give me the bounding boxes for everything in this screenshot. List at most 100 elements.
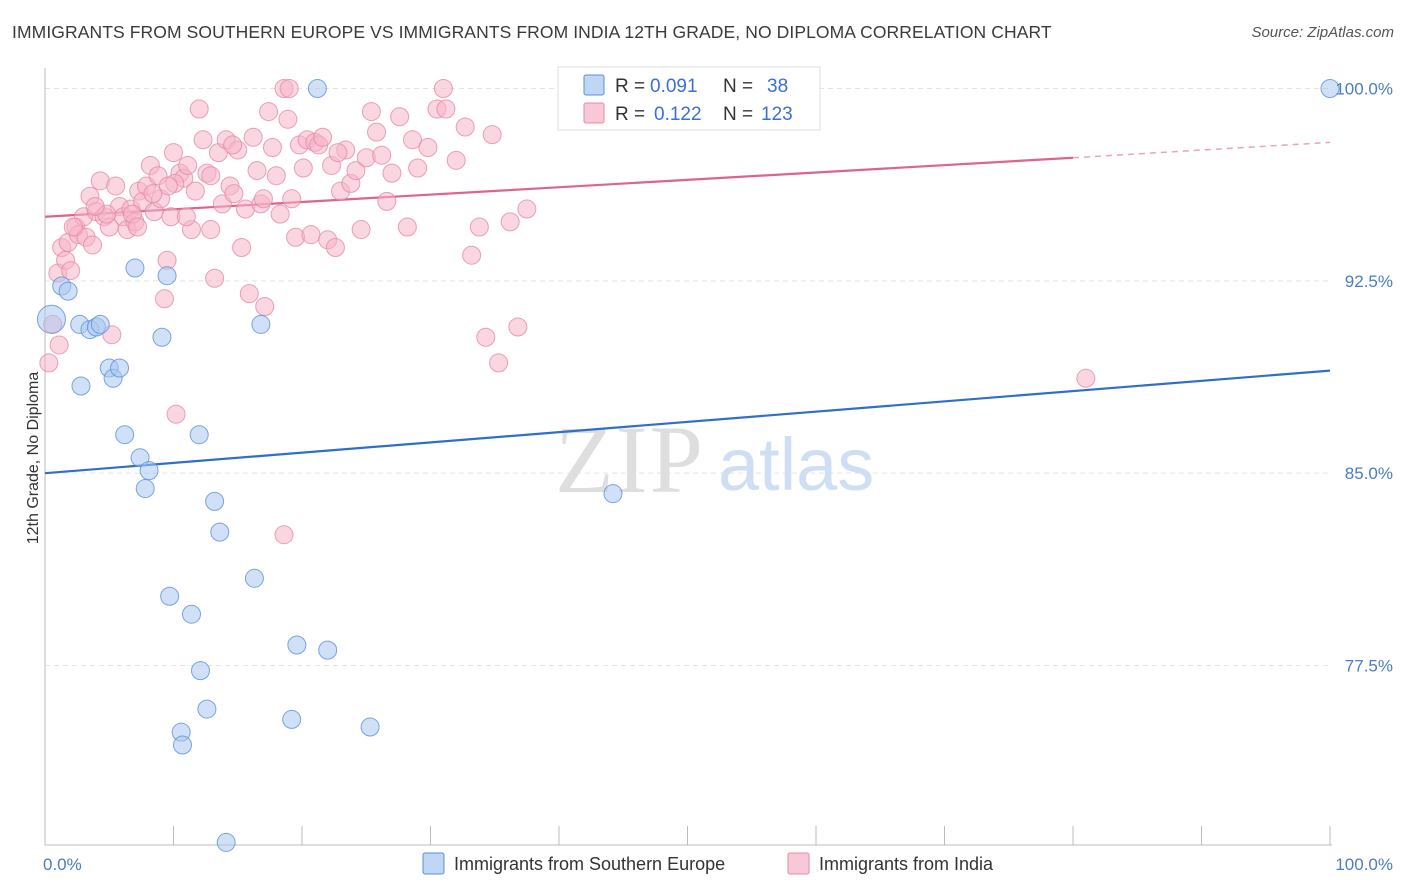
point-india-43 bbox=[193, 130, 213, 150]
legend-n-label-0: N = bbox=[723, 76, 753, 97]
point-india-99 bbox=[476, 327, 496, 347]
point-india-90 bbox=[403, 130, 423, 150]
point-southern-europe-14 bbox=[139, 461, 159, 481]
point-southern-europe-17 bbox=[157, 266, 177, 286]
watermark-zip: ZIP bbox=[555, 406, 705, 513]
gridlines bbox=[45, 88, 1330, 666]
legend-r-label-0: R = bbox=[615, 76, 645, 97]
points-southern-europe bbox=[36, 79, 1340, 852]
point-india-55 bbox=[239, 284, 259, 304]
point-india-102 bbox=[500, 212, 520, 232]
point-southern-europe-36 bbox=[1320, 79, 1340, 99]
point-india-120 bbox=[128, 217, 148, 237]
point-india-97 bbox=[462, 245, 482, 265]
tick-labels: 77.5% 85.0% 92.5% 100.0% 0.0% 100.0% bbox=[43, 80, 1393, 874]
point-india-101 bbox=[489, 353, 509, 373]
point-india-92 bbox=[418, 137, 438, 157]
top-legend: R = 0.091 N = 38 R = 0.122 N = 123 bbox=[557, 66, 821, 131]
point-southern-europe-0 bbox=[36, 304, 66, 334]
point-india-19 bbox=[106, 176, 126, 196]
point-india-13 bbox=[83, 235, 103, 255]
point-southern-europe-31 bbox=[287, 635, 307, 655]
points-india bbox=[39, 79, 1096, 545]
point-southern-europe-19 bbox=[205, 491, 225, 511]
y-tick-label-1: 85.0% bbox=[1345, 464, 1393, 483]
point-southern-europe-22 bbox=[181, 604, 201, 624]
point-southern-europe-29 bbox=[251, 314, 271, 334]
point-southern-europe-28 bbox=[244, 568, 264, 588]
point-india-39 bbox=[178, 155, 198, 175]
point-india-122 bbox=[85, 196, 105, 216]
point-india-53 bbox=[232, 238, 252, 258]
legend-r-label-1: R = bbox=[615, 104, 645, 125]
point-india-71 bbox=[301, 225, 321, 245]
point-india-56 bbox=[243, 127, 263, 147]
point-india-35 bbox=[164, 143, 183, 163]
trendline-southern-europe bbox=[44, 369, 1331, 475]
point-india-45 bbox=[201, 220, 221, 240]
point-india-94 bbox=[436, 99, 456, 119]
point-india-107 bbox=[201, 166, 221, 186]
point-southern-europe-13 bbox=[135, 479, 155, 499]
point-india-81 bbox=[346, 161, 366, 181]
watermark-atlas: atlas bbox=[718, 423, 874, 506]
point-india-0 bbox=[39, 353, 59, 373]
point-india-104 bbox=[517, 199, 537, 219]
point-southern-europe-33 bbox=[318, 640, 338, 660]
point-india-61 bbox=[262, 137, 282, 157]
point-india-36 bbox=[166, 404, 186, 424]
point-india-109 bbox=[63, 217, 83, 237]
point-india-91 bbox=[408, 158, 428, 178]
point-india-119 bbox=[377, 191, 397, 211]
legend-r-value-0: 0.091 bbox=[650, 76, 698, 97]
watermark: ZIP atlas bbox=[555, 406, 874, 513]
y-tick-label-2: 92.5% bbox=[1345, 272, 1393, 291]
point-india-105 bbox=[274, 525, 294, 545]
point-southern-europe-21 bbox=[160, 586, 180, 606]
point-southern-europe-23 bbox=[190, 661, 210, 681]
point-india-86 bbox=[372, 145, 392, 165]
point-southern-europe-18 bbox=[189, 425, 209, 445]
trendline-extension-india bbox=[1072, 141, 1331, 159]
point-india-7 bbox=[61, 261, 81, 281]
point-southern-europe-32 bbox=[307, 79, 327, 99]
point-india-88 bbox=[390, 107, 410, 127]
point-india-118 bbox=[328, 143, 348, 163]
point-india-116 bbox=[279, 79, 299, 99]
point-india-74 bbox=[313, 127, 333, 147]
point-india-103 bbox=[508, 317, 528, 337]
point-india-57 bbox=[247, 161, 267, 181]
y-axis-title: 12th Grade, No Diploma bbox=[25, 372, 42, 545]
point-southern-europe-34 bbox=[360, 717, 380, 737]
point-india-3 bbox=[49, 335, 69, 355]
point-india-85 bbox=[367, 122, 387, 142]
bottom-legend-label-india: Immigrants from India bbox=[819, 854, 994, 874]
point-southern-europe-35 bbox=[603, 484, 623, 504]
point-india-66 bbox=[282, 189, 302, 209]
point-southern-europe-26 bbox=[172, 735, 192, 755]
axes bbox=[44, 68, 1332, 846]
point-india-63 bbox=[270, 204, 290, 224]
point-india-100 bbox=[482, 125, 502, 145]
legend-swatch-southern-europe bbox=[583, 74, 605, 96]
point-india-41 bbox=[185, 181, 205, 201]
point-india-60 bbox=[259, 102, 279, 122]
point-india-87 bbox=[382, 163, 402, 183]
chart-title: IMMIGRANTS FROM SOUTHERN EUROPE VS IMMIG… bbox=[12, 22, 1052, 42]
point-india-117 bbox=[433, 79, 453, 99]
point-india-96 bbox=[455, 117, 475, 137]
point-india-89 bbox=[397, 217, 417, 237]
legend-swatch-india bbox=[583, 102, 605, 124]
point-india-121 bbox=[158, 176, 178, 196]
point-india-32 bbox=[155, 289, 175, 309]
y-tick-label-0: 77.5% bbox=[1345, 656, 1393, 675]
point-southern-europe-24 bbox=[197, 699, 217, 719]
point-india-110 bbox=[143, 184, 163, 204]
point-southern-europe-11 bbox=[115, 425, 135, 445]
point-india-112 bbox=[176, 207, 196, 227]
bottom-legend-swatch-southern-europe bbox=[422, 852, 445, 875]
point-southern-europe-27 bbox=[216, 832, 236, 852]
x-tick-label-1: 100.0% bbox=[1335, 855, 1393, 874]
point-india-111 bbox=[223, 135, 243, 155]
chart-source: Source: ZipAtlas.com bbox=[1251, 24, 1394, 41]
